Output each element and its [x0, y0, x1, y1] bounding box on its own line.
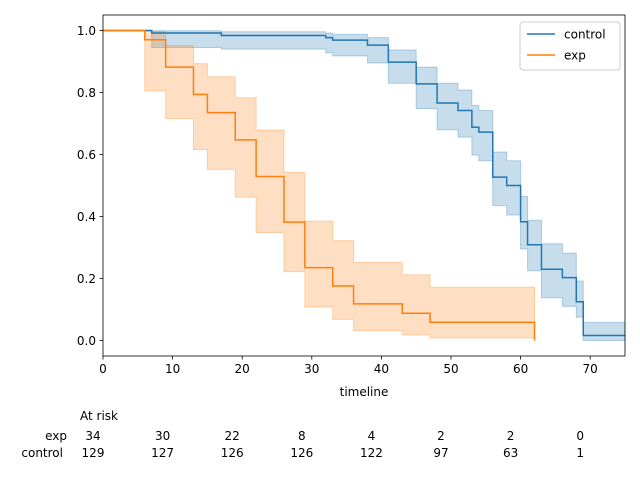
x-tick-label: 0: [99, 362, 107, 376]
y-tick-label: 0.6: [77, 148, 96, 162]
at-risk-count-exp: 4: [368, 429, 376, 443]
legend-label-exp: exp: [564, 49, 586, 63]
at-risk-count-control: 126: [290, 446, 313, 460]
x-tick-label: 10: [165, 362, 180, 376]
y-tick-label: 0.4: [77, 210, 96, 224]
at-risk-count-exp: 2: [507, 429, 515, 443]
at-risk-count-exp: 34: [85, 429, 100, 443]
x-tick-label: 70: [583, 362, 598, 376]
at-risk-count-control: 1: [576, 446, 584, 460]
y-axis-ticks: 0.0 0.2 0.4 0.6 0.8 1.0: [77, 24, 103, 348]
x-axis-ticks: 0 10 20 30 40 50 60 70: [99, 356, 598, 376]
y-tick-label: 0.0: [77, 334, 96, 348]
at-risk-heading: At risk: [80, 409, 118, 423]
plot-frame: [102, 14, 626, 357]
at-risk-count-exp: 22: [225, 429, 240, 443]
x-tick-label: 20: [235, 362, 250, 376]
at-risk-count-control: 127: [151, 446, 174, 460]
at-risk-row-label-exp: exp: [45, 429, 67, 443]
x-tick-label: 40: [374, 362, 389, 376]
confidence-bands: [103, 30, 626, 341]
at-risk-count-control: 126: [221, 446, 244, 460]
y-tick-label: 1.0: [77, 24, 96, 38]
survival-curves: [103, 29, 625, 341]
y-tick-label: 0.2: [77, 272, 96, 286]
at-risk-row-label-control: control: [21, 446, 63, 460]
at-risk-count-exp: 8: [298, 429, 306, 443]
x-axis-label: timeline: [340, 385, 389, 399]
y-tick-label: 0.8: [77, 86, 96, 100]
x-tick-label: 60: [513, 362, 528, 376]
at-risk-count-control: 97: [433, 446, 448, 460]
ci-band-exp: [103, 30, 536, 339]
at-risk-count-control: 129: [82, 446, 105, 460]
survival-curve-exp: [103, 29, 536, 341]
survival-curve-control: [103, 29, 625, 337]
x-tick-label: 50: [443, 362, 458, 376]
at-risk-count-control: 63: [503, 446, 518, 460]
at-risk-count-exp: 30: [155, 429, 170, 443]
x-tick-label: 30: [304, 362, 319, 376]
at-risk-count-exp: 0: [576, 429, 584, 443]
at-risk-count-exp: 2: [437, 429, 445, 443]
legend-label-control: control: [564, 28, 606, 42]
legend: control exp: [519, 21, 621, 71]
at-risk-count-control: 122: [360, 446, 383, 460]
